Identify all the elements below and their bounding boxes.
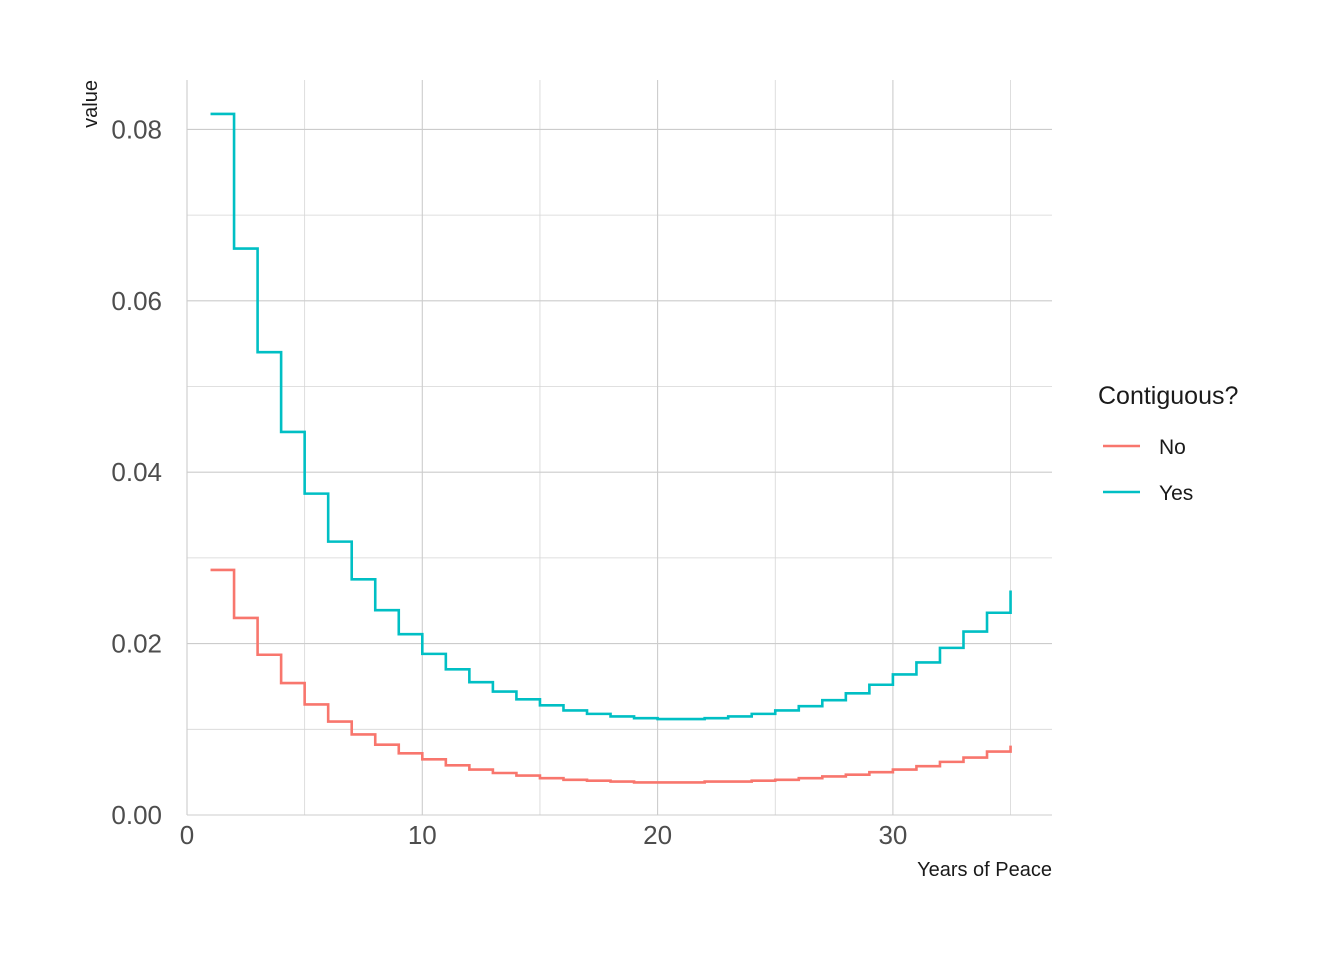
y-tick-label: 0.04	[111, 457, 162, 487]
legend-label-yes: Yes	[1159, 482, 1193, 505]
y-tick-label: 0.06	[111, 286, 162, 316]
x-tick-label: 30	[878, 820, 907, 850]
series-line-yes	[210, 112, 1012, 721]
legend: Contiguous? No Yes	[1098, 382, 1238, 505]
y-tick-label: 0.00	[111, 800, 162, 830]
x-tick-label: 10	[408, 820, 437, 850]
legend-items: No Yes	[1103, 436, 1193, 505]
y-tick-label: 0.08	[111, 114, 162, 144]
minor-gridlines	[187, 80, 1052, 815]
y-tick-label: 0.02	[111, 629, 162, 659]
legend-title: Contiguous?	[1098, 382, 1238, 410]
y-axis-ticks: 0.00 0.02 0.04 0.06 0.08	[111, 114, 162, 830]
series-line-no	[210, 568, 1012, 784]
legend-label-no: No	[1159, 436, 1186, 459]
x-axis-title: Years of Peace	[917, 859, 1052, 881]
y-axis-title: value	[80, 80, 102, 128]
x-tick-label: 20	[643, 820, 672, 850]
series-layer	[210, 112, 1012, 784]
major-gridlines	[186, 80, 1052, 816]
x-axis-ticks: 0 10 20 30	[180, 820, 908, 850]
x-tick-label: 0	[180, 820, 194, 850]
